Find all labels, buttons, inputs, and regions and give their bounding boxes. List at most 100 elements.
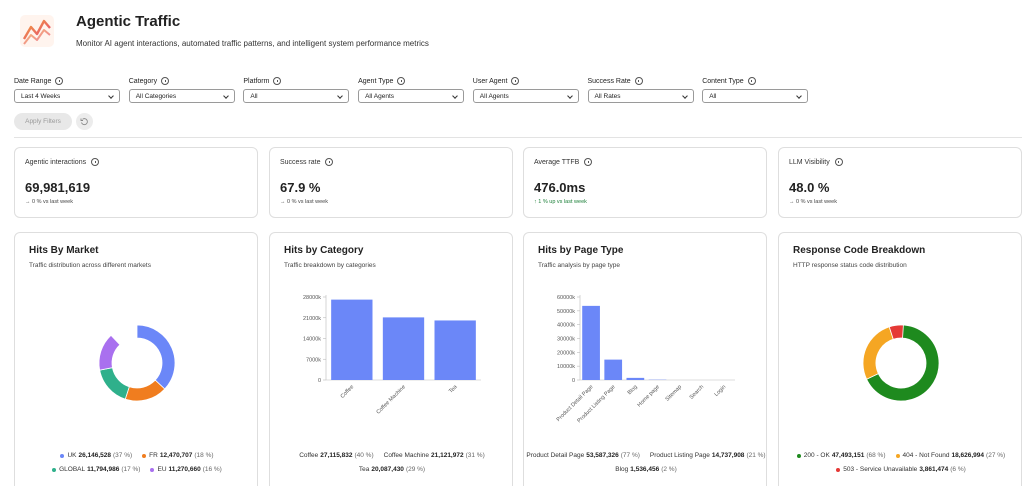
legend-name: Product Listing Page — [649, 452, 710, 459]
kpi-label: Average TTFB — [534, 158, 593, 166]
x-tick-label: Home page — [637, 384, 661, 408]
legend-value: 11,794,986 — [87, 466, 120, 473]
legend-dot — [142, 453, 147, 458]
y-tick-label: 50000k — [557, 309, 575, 315]
chart-legend: UK 26,146,528 (37 %) FR 12,470,707 (18 %) GLOB… — [17, 452, 257, 473]
legend-dot — [60, 453, 65, 458]
x-tick-label: Search — [689, 384, 706, 401]
legend-item: 200 - OK 47,493,151 (68 %) — [796, 452, 886, 459]
legend-name: Product Detail Page — [526, 452, 585, 459]
chart-card: Hits by Page Type Traffic analysis by pag… — [523, 232, 767, 486]
legend-percent: (77 %) — [620, 452, 640, 459]
kpi-label-text: Agentic interactions — [25, 158, 87, 166]
donut-slice — [124, 379, 166, 402]
legend-name: FR — [149, 452, 158, 459]
filter-select[interactable]: Last 4 Weeks — [14, 89, 120, 103]
legend-value: 53,587,326 — [586, 452, 619, 459]
y-tick-label: 7000k — [306, 357, 321, 363]
bar — [434, 320, 476, 380]
legend-name: Tea — [358, 466, 370, 473]
info-icon — [834, 158, 843, 166]
legend-item: UK 26,146,528 (37 %) — [60, 452, 132, 459]
chart-card: Hits by Category Traffic breakdown by cat… — [269, 232, 513, 486]
legend-percent: (40 %) — [354, 452, 374, 459]
legend-item: Tea 20,087,430 (29 %) — [359, 466, 425, 473]
legend-name: 404 - Not Found — [902, 452, 950, 459]
apply-filters-button[interactable]: Apply Filters — [14, 113, 72, 130]
filter-select[interactable]: All Agents — [358, 89, 465, 103]
legend-item: Product Listing Page 14,737,908 (21 %) — [650, 452, 766, 459]
chart-legend: Coffee 27,115,832 (40 %) Coffee Machine 21,1… — [272, 452, 512, 473]
legend-value: 12,470,707 — [159, 452, 193, 459]
legend-name: UK — [67, 452, 77, 459]
legend-item: Blog 1,536,456 (2 %) — [615, 466, 676, 473]
legend-name: 200 - OK — [803, 452, 830, 459]
filter-label: Agent Type — [358, 77, 406, 85]
filter-select[interactable]: All Agents — [472, 89, 579, 103]
legend-item: 404 - Not Found 18,626,994 (27 %) — [895, 452, 1005, 459]
x-tick-label: Blog — [627, 384, 639, 396]
legend-percent: (68 %) — [866, 452, 886, 459]
legend-percent: (6 %) — [950, 466, 966, 473]
legend-value: 1,536,456 — [630, 466, 660, 473]
refresh-icon — [80, 118, 88, 126]
kpi-label-text: Success rate — [280, 158, 321, 166]
legend-dot — [895, 453, 900, 458]
bar — [582, 305, 600, 380]
y-tick-label: 28000k — [303, 295, 321, 301]
filter-label: Date Range — [14, 77, 64, 85]
legend-value: 14,737,908 — [711, 452, 745, 459]
page-subtitle: Monitor AI agent interactions, automated… — [76, 39, 429, 48]
legend-item: Coffee Machine 21,121,972 (31 %) — [384, 452, 485, 459]
legend-item: FR 12,470,707 (18 %) — [142, 452, 214, 459]
legend-item: Coffee 27,115,832 (40 %) — [299, 452, 373, 459]
filter-label: Content Type — [702, 77, 756, 85]
filter-label-text: Content Type — [702, 77, 744, 85]
filter-label-text: User Agent — [472, 77, 508, 85]
chart-title: Hits by Page Type — [538, 245, 624, 256]
info-icon — [55, 77, 64, 85]
chart-plot — [862, 324, 940, 402]
bar — [382, 317, 425, 380]
y-tick-label: 21000k — [303, 316, 321, 322]
legend-value: 3,861,474 — [919, 466, 949, 473]
kpi-change: → 0 % vs last week — [280, 199, 328, 205]
filter-select[interactable]: All Rates — [587, 89, 694, 103]
info-icon — [511, 77, 520, 85]
donut-slice — [136, 324, 176, 390]
chart-subtitle: Traffic breakdown by categories — [284, 262, 376, 269]
legend-dot — [52, 467, 57, 472]
info-icon — [584, 158, 593, 166]
kpi-change: → 0 % vs last week — [25, 199, 73, 205]
legend-name: Coffee Machine — [383, 452, 430, 459]
filter-label-text: Agent Type — [358, 77, 394, 85]
chart-card: Hits By Market Traffic distribution acros… — [14, 232, 258, 486]
legend-percent: (29 %) — [405, 466, 426, 473]
kpi-change: ↑ 1 % up vs last week — [534, 199, 587, 205]
kpi-change: → 0 % vs last week — [789, 199, 837, 205]
donut-slice — [99, 367, 130, 400]
page-title: Agentic Traffic — [76, 13, 181, 30]
info-icon — [325, 158, 334, 166]
chart-title: Hits By Market — [29, 245, 99, 256]
x-tick-label: Product Detail Page — [556, 384, 595, 423]
filter-select[interactable]: All Categories — [128, 89, 235, 103]
chart-subtitle: HTTP response status code distribution — [793, 262, 907, 269]
legend-name: Coffee — [299, 452, 319, 459]
refresh-button[interactable] — [76, 113, 93, 130]
info-icon — [747, 77, 756, 85]
filter-select[interactable]: All — [702, 89, 809, 103]
donut-slice — [98, 334, 121, 371]
legend-percent: (17 %) — [121, 466, 141, 473]
bar — [331, 299, 373, 380]
y-tick-label: 20000k — [557, 350, 575, 356]
filter-label: User Agent — [473, 77, 520, 85]
legend-dot — [836, 467, 841, 472]
legend-item: 503 - Service Unavailable 3,861,474 (6 %) — [836, 466, 966, 473]
filter-select[interactable]: All — [243, 89, 350, 103]
legend-value: 26,146,528 — [78, 452, 112, 459]
chart-subtitle: Traffic analysis by page type — [538, 262, 621, 269]
kpi-value: 48.0 % — [789, 180, 830, 195]
legend-percent: (2 %) — [661, 466, 677, 473]
legend-dot — [796, 453, 801, 458]
